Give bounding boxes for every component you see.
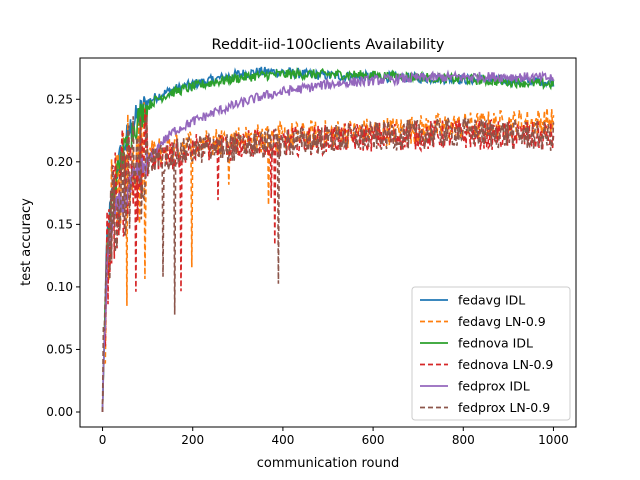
legend-label: fedavg IDL bbox=[458, 293, 525, 308]
legend-label: fednova LN-0.9 bbox=[458, 357, 553, 372]
legend: fedavg IDL fedavg LN-0.9 fednova IDL fednov… bbox=[411, 286, 571, 421]
y-axis-label: test accuracy bbox=[19, 198, 34, 286]
chart-title: Reddit-iid-100clients Availability bbox=[212, 37, 445, 53]
series-layer bbox=[101, 66, 555, 413]
y-tick-label: 0.00 bbox=[46, 405, 73, 419]
legend-label: fednova IDL bbox=[458, 336, 533, 351]
x-tick-label: 600 bbox=[362, 433, 385, 447]
legend-label: fedavg LN-0.9 bbox=[458, 314, 546, 329]
x-tick-label: 400 bbox=[271, 433, 294, 447]
x-tick-label: 800 bbox=[452, 433, 475, 447]
y-tick-label: 0.20 bbox=[46, 155, 73, 169]
y-tick-label: 0.25 bbox=[46, 92, 73, 106]
y-tick-label: 0.05 bbox=[46, 342, 73, 356]
plot-frame bbox=[79, 57, 577, 428]
y-tick-label: 0.10 bbox=[46, 280, 73, 294]
legend-label: fedprox IDL bbox=[458, 379, 530, 394]
legend-box bbox=[411, 286, 571, 421]
series-line-5 bbox=[101, 115, 555, 413]
y-axis: 0.00 0.05 0.10 0.15 0.20 0.25 bbox=[46, 92, 80, 419]
x-axis-label: communication round bbox=[257, 456, 399, 471]
x-axis: 0 200 400 600 800 1000 bbox=[99, 427, 569, 447]
x-tick-label: 200 bbox=[181, 433, 204, 447]
y-tick-label: 0.15 bbox=[46, 217, 73, 231]
x-tick-label: 1000 bbox=[538, 433, 569, 447]
series-line-4 bbox=[101, 69, 555, 413]
legend-label: fedprox LN-0.9 bbox=[458, 400, 550, 415]
x-tick-label: 0 bbox=[99, 433, 107, 447]
